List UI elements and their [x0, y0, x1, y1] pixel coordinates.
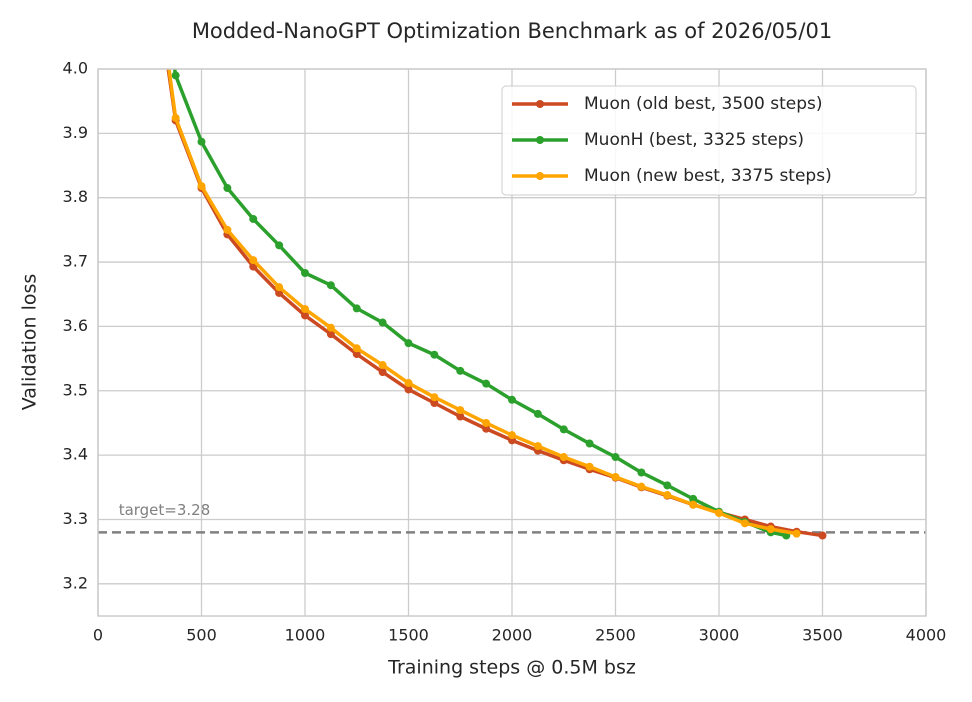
x-tick-label: 4000	[906, 626, 947, 645]
y-tick-label: 3.5	[63, 380, 88, 399]
y-tick-label: 3.2	[63, 573, 88, 592]
lines	[98, 69, 926, 540]
y-tick-label: 3.3	[63, 509, 88, 528]
point	[508, 395, 516, 404]
point	[430, 350, 439, 359]
x-tick-label: 2000	[492, 626, 533, 645]
chart-title: Modded-NanoGPT Optimization Benchmark as…	[192, 19, 832, 43]
target-annotation: target=3.28	[119, 501, 211, 519]
x-tick-label: 1000	[285, 626, 326, 645]
x-tick-label: 0	[93, 626, 103, 645]
point	[611, 472, 620, 481]
point	[689, 494, 698, 503]
point	[275, 283, 284, 292]
point	[171, 113, 180, 122]
point	[404, 339, 413, 348]
y-tick-label: 3.9	[63, 123, 88, 142]
point	[585, 462, 594, 471]
legend: Muon (old best, 3500 steps) MuonH (best, …	[501, 85, 917, 196]
point	[559, 453, 568, 462]
legend-marker	[536, 100, 544, 108]
point	[378, 368, 387, 377]
point	[430, 393, 439, 402]
point	[559, 425, 568, 434]
point	[378, 318, 387, 327]
point	[430, 398, 439, 407]
point	[456, 412, 465, 421]
legend-box	[501, 85, 917, 196]
point	[326, 323, 335, 332]
point	[533, 409, 542, 418]
y-tick-label: 3.6	[63, 316, 88, 335]
point	[689, 500, 698, 509]
point	[818, 531, 827, 540]
point	[223, 184, 232, 193]
x-tick-label: 2500	[595, 626, 636, 645]
point	[326, 281, 335, 290]
point	[637, 468, 646, 477]
point	[637, 482, 646, 491]
point	[301, 311, 309, 320]
y-tick-label: 4.0	[63, 59, 88, 78]
x-tick-label: 3000	[699, 626, 740, 645]
point	[404, 385, 413, 394]
point	[249, 256, 258, 265]
point	[249, 214, 258, 223]
point	[663, 481, 672, 490]
point	[456, 406, 465, 415]
point	[275, 241, 284, 250]
point	[352, 350, 361, 359]
y-tick-label: 3.4	[63, 445, 88, 464]
point	[508, 431, 516, 440]
point	[611, 453, 620, 462]
legend-label: Muon (old best, 3500 steps)	[584, 94, 822, 114]
x-tick-label: 3500	[802, 626, 843, 645]
legend-label: MuonH (best, 3325 steps)	[584, 130, 804, 150]
point	[197, 137, 206, 146]
point	[223, 225, 232, 234]
point	[456, 366, 465, 375]
x-tick-label: 1500	[388, 626, 429, 645]
x-axis-label: Training steps @ 0.5M bsz	[387, 657, 636, 679]
x-tick-label: 500	[186, 626, 217, 645]
y-tick-label: 3.8	[63, 187, 88, 206]
point	[482, 379, 491, 388]
y-tick-label: 3.7	[63, 252, 88, 271]
plot-frame	[97, 68, 927, 617]
point	[585, 439, 594, 448]
point	[740, 519, 749, 528]
point	[482, 424, 491, 433]
point	[171, 71, 180, 80]
point	[352, 344, 361, 353]
point	[792, 529, 801, 538]
legend-marker	[536, 172, 544, 180]
point	[301, 268, 309, 277]
series-line	[167, 69, 797, 536]
point	[482, 418, 491, 427]
point	[404, 379, 413, 388]
legend-label: Muon (new best, 3375 steps)	[584, 166, 832, 186]
point	[326, 330, 335, 339]
point	[197, 182, 206, 191]
point	[352, 304, 361, 313]
point	[378, 361, 387, 370]
y-axis-label: Validation loss	[19, 274, 41, 411]
point	[766, 525, 775, 534]
legend-marker	[536, 136, 544, 144]
series-line	[172, 69, 787, 538]
point	[663, 491, 672, 500]
point	[301, 305, 309, 314]
point	[533, 442, 542, 451]
point	[715, 509, 723, 518]
